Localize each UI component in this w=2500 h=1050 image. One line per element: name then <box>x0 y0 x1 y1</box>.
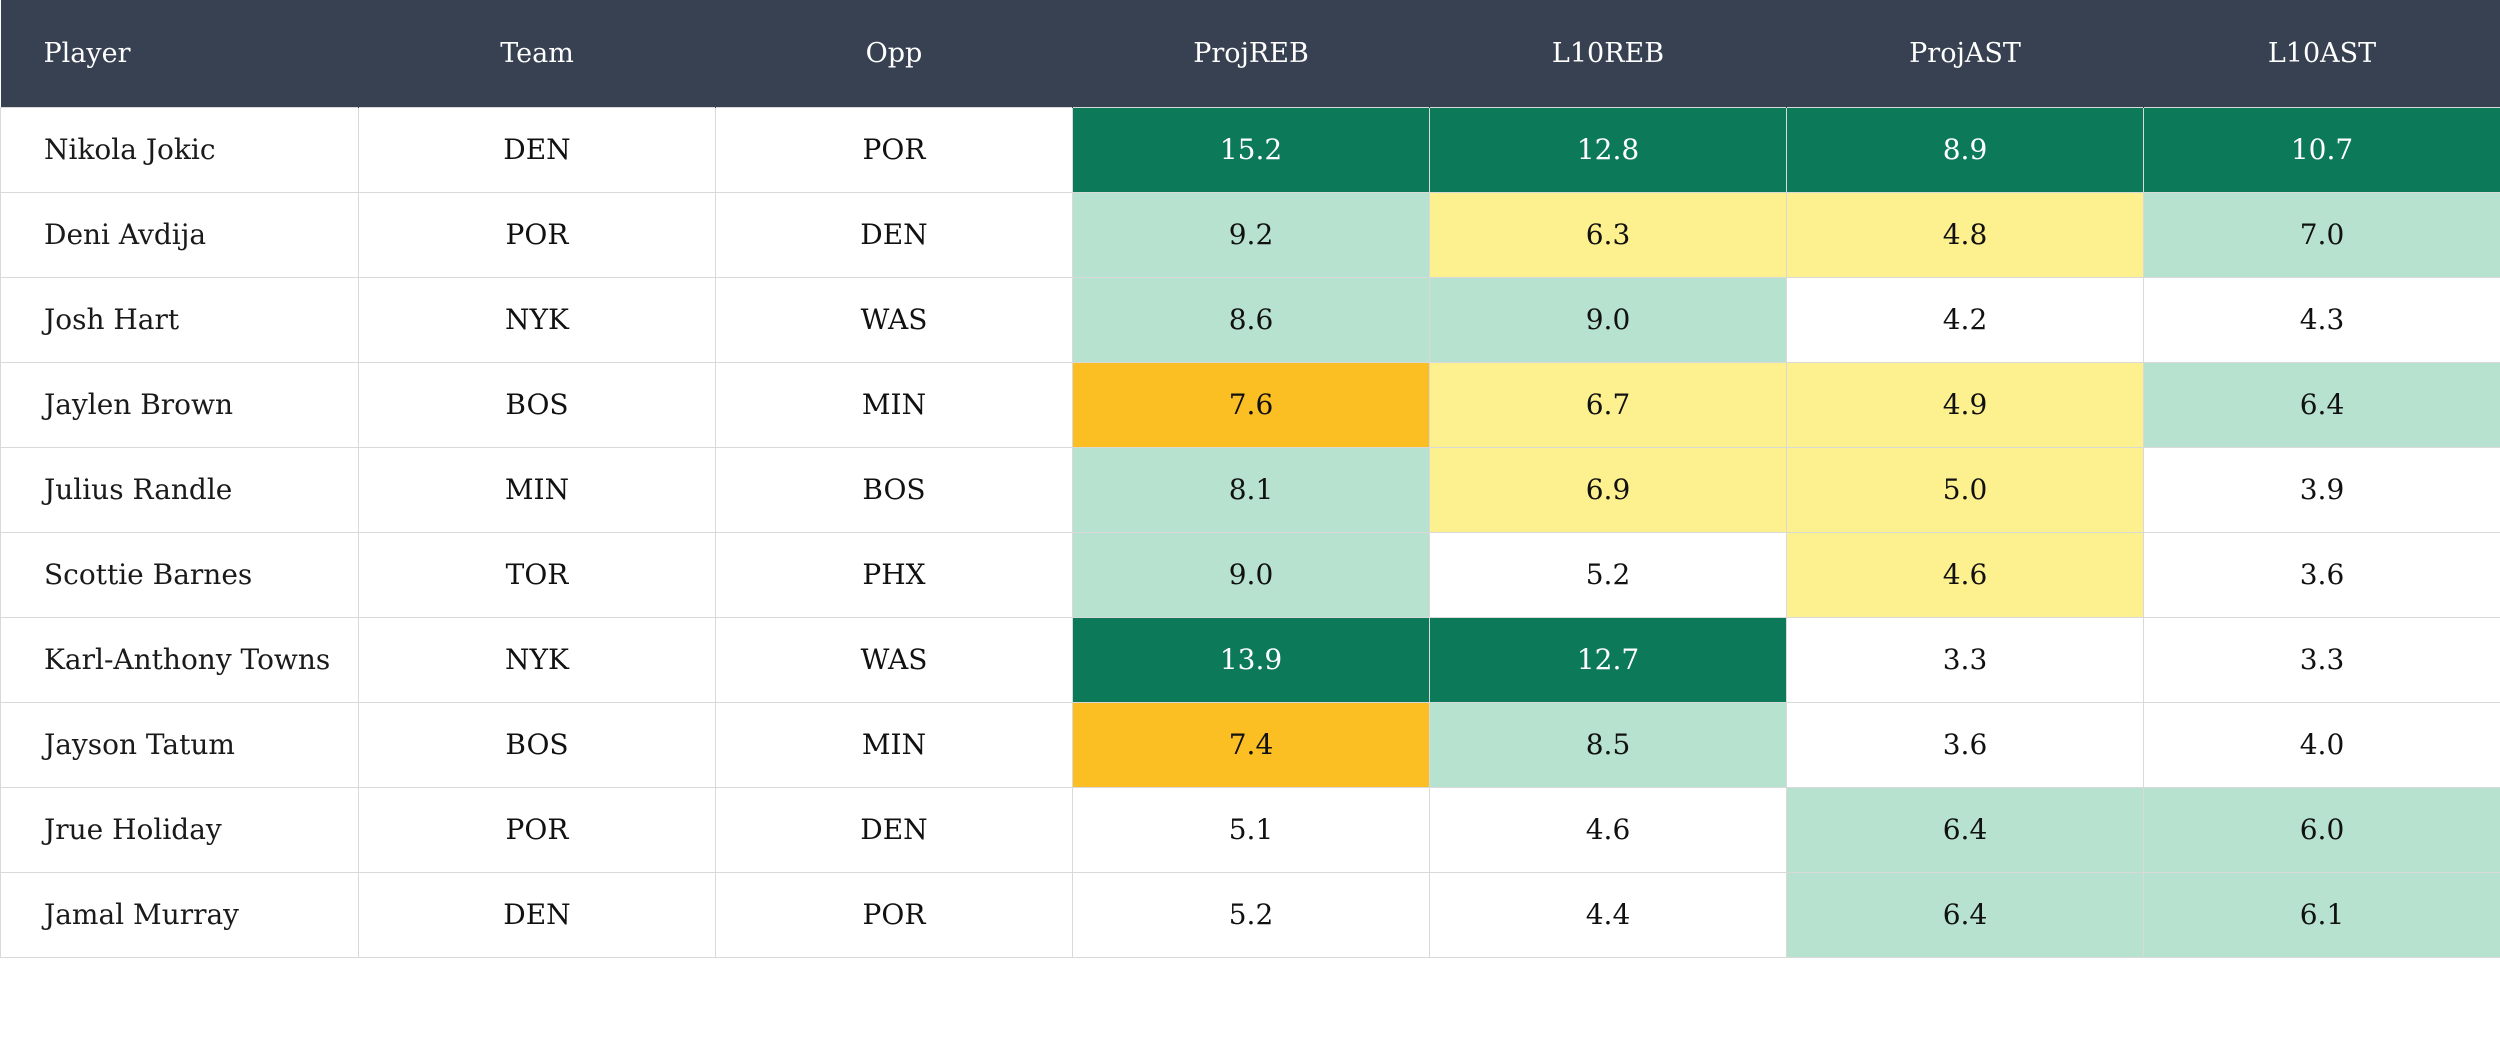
l10-ast-cell: 6.4 <box>2143 361 2500 448</box>
opp-cell: POR <box>715 106 1073 193</box>
proj-reb-cell: 15.2 <box>1072 106 1430 193</box>
table-row: Julius Randle MIN BOS 8.1 6.9 5.0 3.9 <box>0 446 2500 533</box>
l10-reb-cell: 12.8 <box>1429 106 1787 193</box>
opp-cell: POR <box>715 871 1073 958</box>
proj-ast-cell: 5.0 <box>1786 446 2144 533</box>
l10-reb-cell: 4.4 <box>1429 871 1787 958</box>
l10-ast-cell: 10.7 <box>2143 106 2500 193</box>
table-row: Jayson Tatum BOS MIN 7.4 8.5 3.6 4.0 <box>0 701 2500 788</box>
l10-reb-cell: 9.0 <box>1429 276 1787 363</box>
team-cell: POR <box>358 191 716 278</box>
l10-ast-cell: 3.3 <box>2143 616 2500 703</box>
player-cell: Jaylen Brown <box>0 361 359 448</box>
opp-cell: MIN <box>715 701 1073 788</box>
table-row: Deni Avdija POR DEN 9.2 6.3 4.8 7.0 <box>0 191 2500 278</box>
proj-reb-cell: 9.2 <box>1072 191 1430 278</box>
table-row: Josh Hart NYK WAS 8.6 9.0 4.2 4.3 <box>0 276 2500 363</box>
player-cell: Scottie Barnes <box>0 531 359 618</box>
column-header-opp[interactable]: Opp <box>715 0 1073 107</box>
table-row: Karl-Anthony Towns NYK WAS 13.9 12.7 3.3 3.3 <box>0 616 2500 703</box>
l10-ast-cell: 4.0 <box>2143 701 2500 788</box>
projections-table: Player Team Opp ProjREB L10REB ProjAST L… <box>0 0 2500 958</box>
l10-reb-cell: 5.2 <box>1429 531 1787 618</box>
team-cell: DEN <box>358 106 716 193</box>
opp-cell: BOS <box>715 446 1073 533</box>
player-cell: Jayson Tatum <box>0 701 359 788</box>
proj-reb-cell: 7.6 <box>1072 361 1430 448</box>
player-cell: Josh Hart <box>0 276 359 363</box>
opp-cell: DEN <box>715 786 1073 873</box>
column-header-proj-ast[interactable]: ProjAST <box>1786 0 2144 107</box>
proj-ast-cell: 8.9 <box>1786 106 2144 193</box>
table-row: Nikola Jokic DEN POR 15.2 12.8 8.9 10.7 <box>0 106 2500 193</box>
player-cell: Karl-Anthony Towns <box>0 616 359 703</box>
team-cell: MIN <box>358 446 716 533</box>
proj-ast-cell: 4.9 <box>1786 361 2144 448</box>
l10-reb-cell: 6.7 <box>1429 361 1787 448</box>
l10-reb-cell: 6.3 <box>1429 191 1787 278</box>
team-cell: BOS <box>358 361 716 448</box>
table-header: Player Team Opp ProjREB L10REB ProjAST L… <box>0 0 2500 107</box>
header-row: Player Team Opp ProjREB L10REB ProjAST L… <box>0 0 2500 107</box>
opp-cell: DEN <box>715 191 1073 278</box>
opp-cell: WAS <box>715 616 1073 703</box>
column-header-l10-ast[interactable]: L10AST <box>2143 0 2500 107</box>
team-cell: POR <box>358 786 716 873</box>
proj-reb-cell: 5.2 <box>1072 871 1430 958</box>
table-row: Jamal Murray DEN POR 5.2 4.4 6.4 6.1 <box>0 871 2500 958</box>
proj-reb-cell: 8.6 <box>1072 276 1430 363</box>
column-header-proj-reb[interactable]: ProjREB <box>1072 0 1430 107</box>
l10-ast-cell: 4.3 <box>2143 276 2500 363</box>
table-row: Scottie Barnes TOR PHX 9.0 5.2 4.6 3.6 <box>0 531 2500 618</box>
team-cell: NYK <box>358 616 716 703</box>
l10-ast-cell: 6.1 <box>2143 871 2500 958</box>
table-row: Jrue Holiday POR DEN 5.1 4.6 6.4 6.0 <box>0 786 2500 873</box>
proj-reb-cell: 13.9 <box>1072 616 1430 703</box>
opp-cell: PHX <box>715 531 1073 618</box>
proj-ast-cell: 4.2 <box>1786 276 2144 363</box>
l10-ast-cell: 3.9 <box>2143 446 2500 533</box>
proj-ast-cell: 4.6 <box>1786 531 2144 618</box>
l10-reb-cell: 6.9 <box>1429 446 1787 533</box>
proj-ast-cell: 6.4 <box>1786 786 2144 873</box>
table-row: Jaylen Brown BOS MIN 7.6 6.7 4.9 6.4 <box>0 361 2500 448</box>
proj-ast-cell: 4.8 <box>1786 191 2144 278</box>
l10-ast-cell: 3.6 <box>2143 531 2500 618</box>
proj-reb-cell: 5.1 <box>1072 786 1430 873</box>
team-cell: DEN <box>358 871 716 958</box>
column-header-player[interactable]: Player <box>0 0 359 107</box>
l10-reb-cell: 8.5 <box>1429 701 1787 788</box>
player-cell: Nikola Jokic <box>0 106 359 193</box>
team-cell: NYK <box>358 276 716 363</box>
player-cell: Jamal Murray <box>0 871 359 958</box>
column-header-l10-reb[interactable]: L10REB <box>1429 0 1787 107</box>
l10-ast-cell: 7.0 <box>2143 191 2500 278</box>
table-body: Nikola Jokic DEN POR 15.2 12.8 8.9 10.7 Deni Av… <box>0 106 2500 958</box>
proj-reb-cell: 8.1 <box>1072 446 1430 533</box>
proj-ast-cell: 3.3 <box>1786 616 2144 703</box>
l10-ast-cell: 6.0 <box>2143 786 2500 873</box>
proj-ast-cell: 3.6 <box>1786 701 2144 788</box>
l10-reb-cell: 12.7 <box>1429 616 1787 703</box>
player-cell: Deni Avdija <box>0 191 359 278</box>
player-cell: Julius Randle <box>0 446 359 533</box>
column-header-team[interactable]: Team <box>358 0 716 107</box>
player-cell: Jrue Holiday <box>0 786 359 873</box>
team-cell: BOS <box>358 701 716 788</box>
team-cell: TOR <box>358 531 716 618</box>
proj-reb-cell: 9.0 <box>1072 531 1430 618</box>
l10-reb-cell: 4.6 <box>1429 786 1787 873</box>
opp-cell: WAS <box>715 276 1073 363</box>
opp-cell: MIN <box>715 361 1073 448</box>
proj-reb-cell: 7.4 <box>1072 701 1430 788</box>
proj-ast-cell: 6.4 <box>1786 871 2144 958</box>
